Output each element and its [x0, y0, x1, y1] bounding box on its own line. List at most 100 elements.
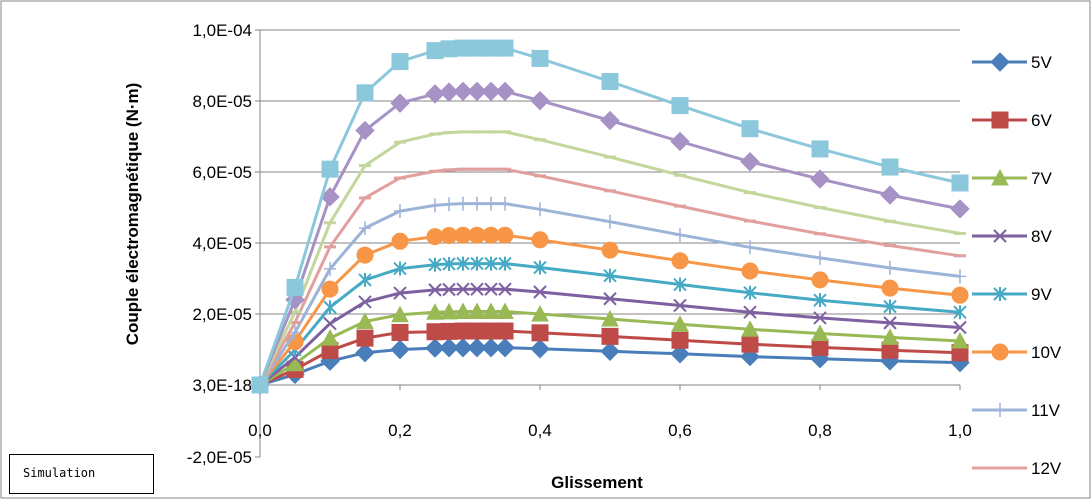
legend-marker — [991, 168, 1009, 186]
y-tick-label: 1,0E-04 — [192, 21, 252, 40]
data-point — [670, 131, 690, 152]
data-point — [425, 338, 445, 358]
data-point — [391, 305, 409, 323]
data-point — [358, 272, 372, 287]
simulation-label-box: Simulation — [9, 454, 154, 494]
data-point — [743, 305, 757, 319]
data-point — [443, 197, 455, 212]
data-point — [671, 331, 689, 349]
data-point — [811, 324, 829, 342]
data-point — [323, 300, 337, 315]
series-line-12V — [258, 167, 961, 386]
data-point — [741, 335, 759, 353]
legend-marker — [991, 111, 1009, 129]
data-point — [321, 160, 339, 178]
data-point — [673, 277, 687, 292]
legend-layer: 5V 6V 7V 8V 9V 10V 11V 12V — [972, 52, 1062, 478]
x-tick-label: 1,0 — [948, 421, 972, 440]
legend-item-5V: 5V — [972, 52, 1052, 72]
legend-item-12V: 12V — [972, 459, 1062, 478]
data-point — [496, 39, 514, 57]
y-tick-label: 2,0E-05 — [192, 305, 252, 324]
data-point — [358, 295, 372, 309]
legend-label: 12V — [1031, 459, 1062, 478]
data-point — [454, 302, 472, 320]
data-point — [428, 283, 442, 297]
data-point — [355, 342, 375, 363]
data-point — [496, 226, 514, 244]
data-point — [391, 323, 409, 341]
data-point — [531, 324, 549, 342]
data-point — [743, 285, 757, 300]
data-point — [881, 158, 899, 176]
data-point — [439, 82, 459, 102]
data-point — [810, 169, 830, 189]
data-point — [470, 256, 484, 271]
legend-marker — [990, 52, 1010, 72]
data-point — [496, 322, 514, 340]
legend-label: 7V — [1031, 169, 1052, 188]
data-point — [534, 202, 546, 217]
data-point — [286, 278, 304, 296]
x-tick-label: 0,6 — [668, 421, 692, 440]
legend-marker — [993, 287, 1007, 301]
data-point — [321, 280, 339, 298]
data-point — [495, 81, 515, 102]
data-point — [741, 320, 759, 337]
data-point — [251, 376, 269, 394]
series-15V — [251, 39, 969, 394]
legend-label: 9V — [1031, 285, 1052, 304]
data-point — [393, 286, 407, 300]
series-14V — [250, 81, 970, 395]
x-tick-label: 0,4 — [528, 421, 552, 440]
data-point — [881, 328, 899, 345]
data-point — [603, 292, 617, 306]
data-point — [813, 311, 827, 325]
series-line-13V — [258, 130, 961, 386]
data-point — [356, 246, 374, 264]
data-point — [457, 196, 469, 211]
data-point — [467, 81, 487, 102]
data-point — [531, 231, 549, 249]
data-point — [321, 329, 339, 346]
data-point — [601, 72, 619, 90]
data-point — [883, 299, 897, 314]
data-point — [467, 338, 487, 358]
series-line-8V — [259, 287, 961, 387]
data-point — [811, 271, 829, 289]
data-point — [484, 256, 498, 271]
y-tick-label: 3,0E-18 — [192, 376, 252, 395]
legend-marker — [991, 343, 1009, 361]
x-tick-label: 0,0 — [248, 421, 272, 440]
data-point — [954, 269, 966, 284]
data-point — [951, 331, 969, 349]
data-point — [530, 90, 550, 111]
x-tick-label: 0,8 — [808, 421, 832, 440]
data-point — [600, 341, 620, 361]
data-point — [394, 204, 406, 219]
data-point — [442, 282, 456, 297]
legend-label: 6V — [1031, 111, 1052, 130]
data-point — [356, 84, 374, 102]
data-point — [883, 316, 897, 330]
data-point — [390, 339, 410, 360]
data-point — [881, 279, 899, 297]
series-13V — [254, 130, 966, 387]
y-tick-label: 8,0E-05 — [192, 92, 252, 111]
series-layer — [250, 39, 970, 395]
series-6V — [251, 322, 969, 394]
data-point — [951, 286, 969, 304]
data-point — [673, 298, 687, 313]
data-point — [950, 199, 970, 219]
data-point — [355, 120, 375, 141]
legend-label: 8V — [1031, 227, 1052, 246]
y-tick-label: 6,0E-05 — [192, 163, 252, 182]
data-point — [951, 174, 969, 192]
data-point — [811, 338, 829, 356]
data-point — [498, 256, 512, 271]
data-point — [390, 93, 410, 113]
data-point — [953, 305, 967, 320]
data-point — [286, 354, 304, 372]
